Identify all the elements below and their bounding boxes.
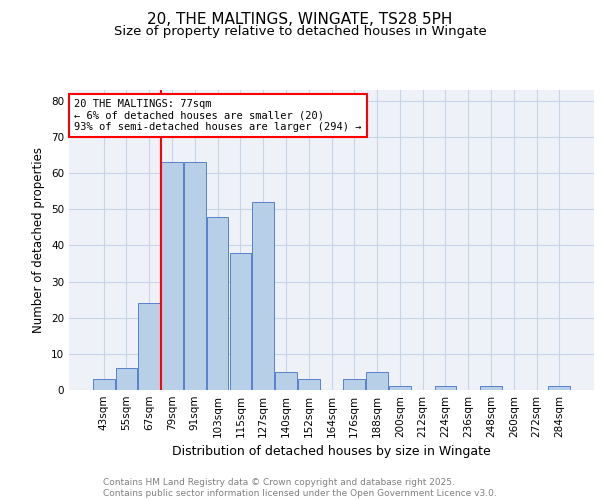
- Bar: [366, 372, 388, 390]
- X-axis label: Distribution of detached houses by size in Wingate: Distribution of detached houses by size …: [172, 446, 491, 458]
- Bar: [434, 386, 456, 390]
- Bar: [184, 162, 206, 390]
- Bar: [343, 379, 365, 390]
- Bar: [161, 162, 183, 390]
- Bar: [230, 252, 251, 390]
- Bar: [275, 372, 297, 390]
- Text: 20 THE MALTINGS: 77sqm
← 6% of detached houses are smaller (20)
93% of semi-deta: 20 THE MALTINGS: 77sqm ← 6% of detached …: [74, 99, 362, 132]
- Bar: [253, 202, 274, 390]
- Bar: [139, 304, 160, 390]
- Bar: [480, 386, 502, 390]
- Bar: [207, 216, 229, 390]
- Y-axis label: Number of detached properties: Number of detached properties: [32, 147, 46, 333]
- Bar: [389, 386, 410, 390]
- Bar: [548, 386, 570, 390]
- Bar: [93, 379, 115, 390]
- Bar: [298, 379, 320, 390]
- Text: 20, THE MALTINGS, WINGATE, TS28 5PH: 20, THE MALTINGS, WINGATE, TS28 5PH: [148, 12, 452, 28]
- Text: Size of property relative to detached houses in Wingate: Size of property relative to detached ho…: [113, 25, 487, 38]
- Bar: [116, 368, 137, 390]
- Text: Contains HM Land Registry data © Crown copyright and database right 2025.
Contai: Contains HM Land Registry data © Crown c…: [103, 478, 497, 498]
